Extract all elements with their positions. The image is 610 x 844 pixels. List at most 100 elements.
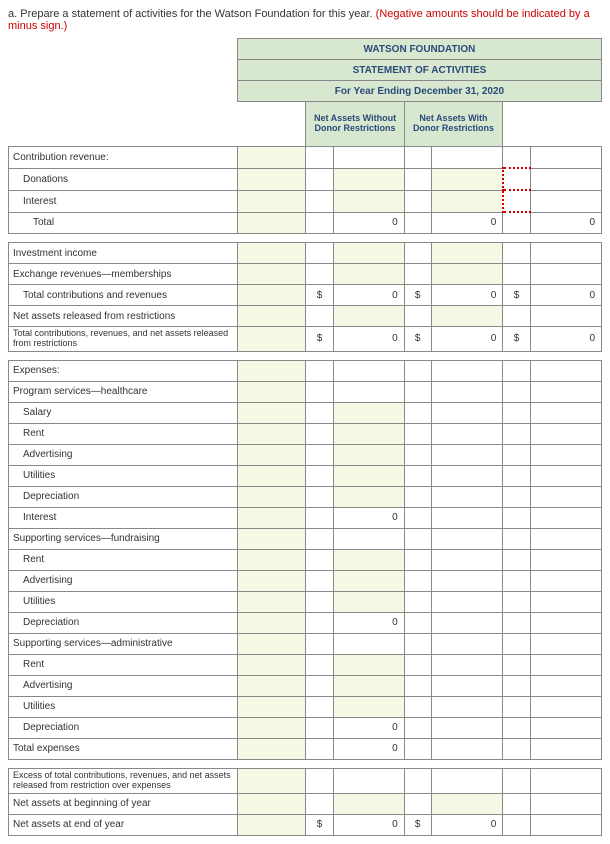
table-row: Depreciation 0 <box>9 612 602 633</box>
table-row: Interest <box>9 190 602 212</box>
table-row: Utilities <box>9 591 602 612</box>
input-cell[interactable] <box>237 360 306 381</box>
input-cell[interactable] <box>237 570 306 591</box>
input-cell[interactable] <box>237 507 306 528</box>
input-cell[interactable] <box>333 549 404 570</box>
col-header-without: Net Assets Without Donor Restrictions <box>306 102 404 147</box>
activities-table: WATSON FOUNDATION STATEMENT OF ACTIVITIE… <box>8 38 602 836</box>
row-label: Total contributions and revenues <box>9 285 238 306</box>
total-cell: 0 <box>530 212 601 234</box>
table-row: Total 0 0 0 <box>9 212 602 234</box>
input-cell[interactable] <box>237 633 306 654</box>
input-cell[interactable] <box>431 306 503 327</box>
table-row: Investment income <box>9 243 602 264</box>
table-row: Net assets at beginning of year <box>9 793 602 814</box>
input-cell[interactable] <box>333 793 404 814</box>
table-row: Advertising <box>9 570 602 591</box>
input-cell[interactable] <box>431 264 503 285</box>
table-row: Utilities <box>9 696 602 717</box>
table-row: Advertising <box>9 444 602 465</box>
input-cell[interactable] <box>237 327 306 352</box>
table-row: Total contributions, revenues, and net a… <box>9 327 602 352</box>
input-cell[interactable] <box>237 306 306 327</box>
input-cell[interactable] <box>431 190 503 212</box>
input-cell[interactable] <box>333 465 404 486</box>
input-cell[interactable] <box>237 423 306 444</box>
input-cell[interactable] <box>237 402 306 423</box>
input-cell[interactable] <box>237 591 306 612</box>
input-cell[interactable] <box>237 738 306 759</box>
input-cell[interactable] <box>237 654 306 675</box>
row-label: Supporting services—administrative <box>9 633 238 654</box>
input-cell[interactable] <box>333 696 404 717</box>
col-header-with: Net Assets With Donor Restrictions <box>404 102 503 147</box>
row-label: Net assets released from restrictions <box>9 306 238 327</box>
input-cell[interactable] <box>237 814 306 835</box>
table-row: Total contributions and revenues $0 $0 $… <box>9 285 602 306</box>
row-label: Total contributions, revenues, and net a… <box>9 327 238 352</box>
row-label: Advertising <box>9 570 238 591</box>
table-row: Utilities <box>9 465 602 486</box>
table-row: Program services—healthcare <box>9 381 602 402</box>
input-cell[interactable] <box>237 696 306 717</box>
row-label: Advertising <box>9 444 238 465</box>
input-cell[interactable] <box>237 675 306 696</box>
input-cell[interactable] <box>237 444 306 465</box>
row-label: Depreciation <box>9 612 238 633</box>
header-statement: STATEMENT OF ACTIVITIES <box>237 60 601 81</box>
input-cell[interactable] <box>237 168 306 190</box>
table-row: Rent <box>9 549 602 570</box>
row-label: Advertising <box>9 675 238 696</box>
input-cell[interactable] <box>237 793 306 814</box>
input-cell[interactable] <box>431 243 503 264</box>
input-cell[interactable] <box>431 793 503 814</box>
input-cell[interactable] <box>333 423 404 444</box>
input-cell[interactable] <box>333 654 404 675</box>
input-cell[interactable] <box>237 768 306 793</box>
row-label: Utilities <box>9 696 238 717</box>
input-cell[interactable] <box>237 285 306 306</box>
row-label: Total <box>9 212 238 234</box>
input-cell[interactable] <box>237 549 306 570</box>
input-cell[interactable] <box>333 486 404 507</box>
input-cell[interactable] <box>333 570 404 591</box>
total-cell: 0 <box>333 212 404 234</box>
input-cell[interactable] <box>333 591 404 612</box>
input-cell[interactable] <box>333 306 404 327</box>
input-cell[interactable] <box>333 190 404 212</box>
input-cell[interactable] <box>237 190 306 212</box>
input-cell[interactable] <box>333 168 404 190</box>
instruction-text: a. Prepare a statement of activities for… <box>8 8 602 32</box>
input-cell[interactable] <box>237 147 306 169</box>
row-label: Rent <box>9 654 238 675</box>
row-label: Depreciation <box>9 717 238 738</box>
input-cell[interactable] <box>237 612 306 633</box>
table-row: Net assets at end of year $0 $0 <box>9 814 602 835</box>
row-label: Program services—healthcare <box>9 381 238 402</box>
table-row: Depreciation <box>9 486 602 507</box>
input-cell[interactable] <box>237 264 306 285</box>
table-row: Contribution revenue: <box>9 147 602 169</box>
row-label: Salary <box>9 402 238 423</box>
input-cell[interactable] <box>333 402 404 423</box>
row-label: Expenses: <box>9 360 238 381</box>
input-cell[interactable] <box>431 168 503 190</box>
row-label: Net assets at end of year <box>9 814 238 835</box>
row-label: Interest <box>9 190 238 212</box>
input-cell[interactable] <box>237 528 306 549</box>
table-row: Supporting services—administrative <box>9 633 602 654</box>
input-cell[interactable] <box>333 444 404 465</box>
input-cell[interactable] <box>237 486 306 507</box>
input-cell[interactable] <box>237 243 306 264</box>
row-label: Total expenses <box>9 738 238 759</box>
input-cell[interactable] <box>237 212 306 234</box>
input-cell[interactable] <box>237 465 306 486</box>
input-cell[interactable] <box>333 675 404 696</box>
table-row: Expenses: <box>9 360 602 381</box>
input-cell[interactable] <box>237 717 306 738</box>
table-row: Total expenses 0 <box>9 738 602 759</box>
input-cell[interactable] <box>237 381 306 402</box>
row-label: Investment income <box>9 243 238 264</box>
input-cell[interactable] <box>333 264 404 285</box>
input-cell[interactable] <box>333 243 404 264</box>
